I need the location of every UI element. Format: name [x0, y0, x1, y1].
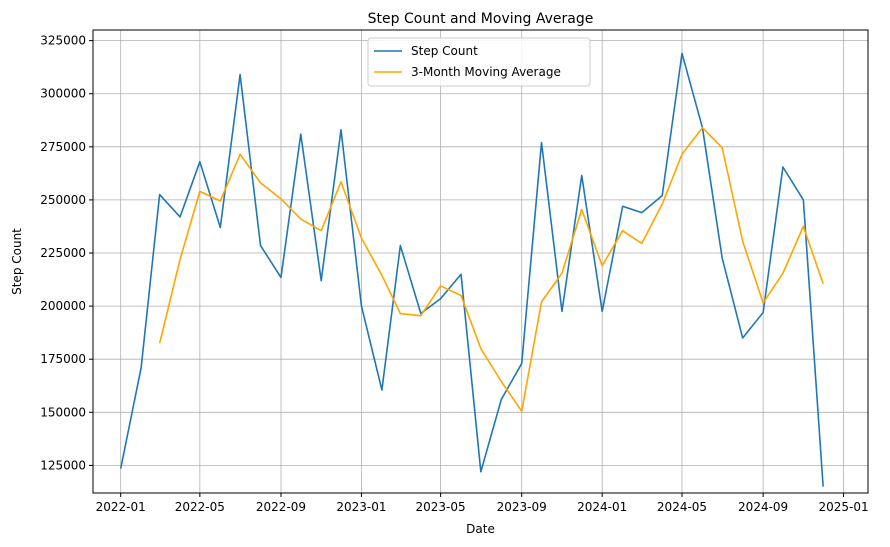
y-tick-label: 325000	[40, 34, 86, 48]
x-tick-label: 2022-05	[175, 500, 225, 514]
y-axis-title: Step Count	[10, 228, 24, 295]
x-tick-label: 2023-09	[497, 500, 547, 514]
x-axis-title: Date	[466, 522, 495, 536]
series-line-0	[119, 52, 824, 487]
legend: Step Count 3-Month Moving Average	[367, 37, 591, 87]
y-axis-ticks: 125000 150000 175000 200000 225000 250000 2750…	[40, 34, 93, 472]
x-tick-label: 2022-09	[256, 500, 306, 514]
x-tick-label: 2024-01	[577, 500, 627, 514]
x-axis-ticks: 2022-01 2022-05 2022-09 2023-01 2023-05 2023-…	[96, 493, 869, 514]
legend-label: Step Count	[411, 44, 478, 58]
y-tick-label: 300000	[40, 87, 86, 101]
chart-title: Step Count and Moving Average	[368, 11, 594, 27]
series-layer	[119, 52, 824, 487]
x-tick-label: 2024-05	[657, 500, 707, 514]
y-tick-label: 250000	[40, 193, 86, 207]
y-tick-label: 275000	[40, 140, 86, 154]
grid-lines	[93, 30, 868, 493]
x-tick-label: 2024-09	[738, 500, 788, 514]
y-tick-label: 175000	[40, 352, 86, 366]
y-tick-label: 200000	[40, 299, 86, 313]
y-tick-label: 225000	[40, 246, 86, 260]
x-tick-label: 2023-01	[336, 500, 386, 514]
series-line-1	[158, 126, 824, 413]
y-tick-label: 125000	[40, 458, 86, 472]
plot-area	[92, 29, 869, 494]
y-tick-label: 150000	[40, 405, 86, 419]
x-tick-label: 2023-05	[416, 500, 466, 514]
legend-box	[367, 37, 591, 87]
legend-label: 3-Month Moving Average	[411, 65, 561, 79]
x-tick-label: 2022-01	[96, 500, 146, 514]
x-tick-label: 2025-01	[819, 500, 869, 514]
